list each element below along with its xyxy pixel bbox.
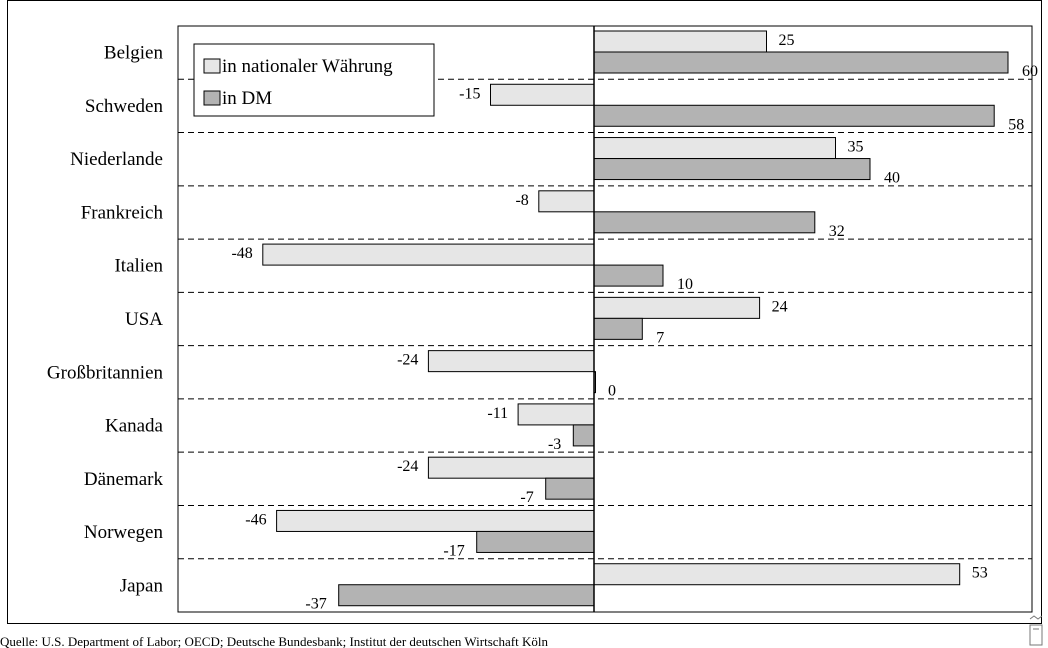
- data-label: 32: [829, 223, 845, 240]
- bars: [262, 30, 1009, 607]
- chart-frame: [7, 0, 1042, 624]
- category-label: Kanada: [105, 416, 164, 437]
- category-label: Japan: [120, 575, 164, 596]
- data-label: -15: [459, 85, 480, 102]
- bar-national: [490, 83, 595, 106]
- bar-national: [427, 350, 595, 373]
- data-label: 53: [972, 565, 988, 582]
- grid-lines: [178, 78, 1032, 560]
- bar-dm: [476, 530, 595, 553]
- data-label: 60: [1022, 63, 1038, 80]
- legend-label-national: in nationaler Währung: [222, 56, 393, 77]
- data-label: 10: [677, 276, 693, 293]
- bar-dm: [593, 51, 1009, 74]
- category-label: USA: [125, 309, 163, 330]
- bar-dm: [572, 424, 595, 447]
- data-labels: 25 60 -15 58 35 40 -8 32 -48 10 24 7 -24 0 -11 -3 -24 -7 -…: [231, 32, 1038, 613]
- bar-dm: [593, 158, 871, 181]
- data-label: 40: [884, 170, 900, 187]
- legend-swatch-dm: [203, 90, 221, 106]
- category-label: Großbritannien: [47, 362, 164, 383]
- bar-national: [593, 137, 836, 160]
- bar-dm: [593, 211, 816, 234]
- data-label: -48: [231, 245, 252, 262]
- bar-dm: [593, 264, 664, 287]
- corner-ornament-icon: [1029, 615, 1043, 646]
- bar-chart: Belgien Schweden Niederlande Frankreich Ital…: [47, 25, 1038, 613]
- bar-national: [262, 243, 595, 266]
- category-label: Belgien: [104, 43, 164, 64]
- category-label: Dänemark: [84, 469, 164, 490]
- category-label: Frankreich: [81, 202, 164, 223]
- bar-national: [276, 509, 595, 532]
- data-label: 0: [608, 383, 616, 400]
- legend-box: [193, 43, 435, 117]
- bar-dm: [338, 584, 595, 607]
- category-label: Norwegen: [84, 522, 164, 543]
- bar-dm: [593, 104, 995, 127]
- bar-national: [593, 296, 761, 319]
- source-note: Quelle: U.S. Department of Labor; OECD; …: [0, 634, 548, 648]
- data-label: 7: [656, 329, 664, 346]
- legend-label-dm: in DM: [222, 88, 272, 109]
- data-label: -24: [397, 458, 418, 475]
- data-label: -24: [397, 352, 418, 369]
- data-label: -8: [515, 192, 528, 209]
- data-label: 24: [772, 298, 788, 315]
- bar-national: [593, 30, 767, 53]
- data-label: -3: [548, 436, 561, 453]
- data-label: 35: [848, 139, 864, 156]
- category-label: Niederlande: [70, 149, 163, 170]
- category-label: Italien: [114, 256, 163, 277]
- bar-national: [538, 190, 595, 213]
- data-label: -11: [487, 405, 508, 422]
- data-label: -17: [443, 542, 464, 559]
- bar-dm: [593, 317, 643, 340]
- data-label: -37: [305, 596, 326, 613]
- legend-swatch-national: [203, 58, 221, 74]
- data-label: 58: [1008, 116, 1024, 133]
- legend: in nationaler Währung in DM: [193, 43, 435, 117]
- data-label: -46: [245, 511, 266, 528]
- category-labels: Belgien Schweden Niederlande Frankreich Ital…: [47, 43, 164, 597]
- bar-national: [427, 456, 595, 479]
- bar-national: [593, 563, 961, 586]
- category-label: Schweden: [85, 96, 164, 117]
- bar-dm: [545, 477, 595, 500]
- bar-national: [517, 403, 595, 426]
- data-label: -7: [520, 489, 533, 506]
- data-label: 25: [779, 32, 795, 49]
